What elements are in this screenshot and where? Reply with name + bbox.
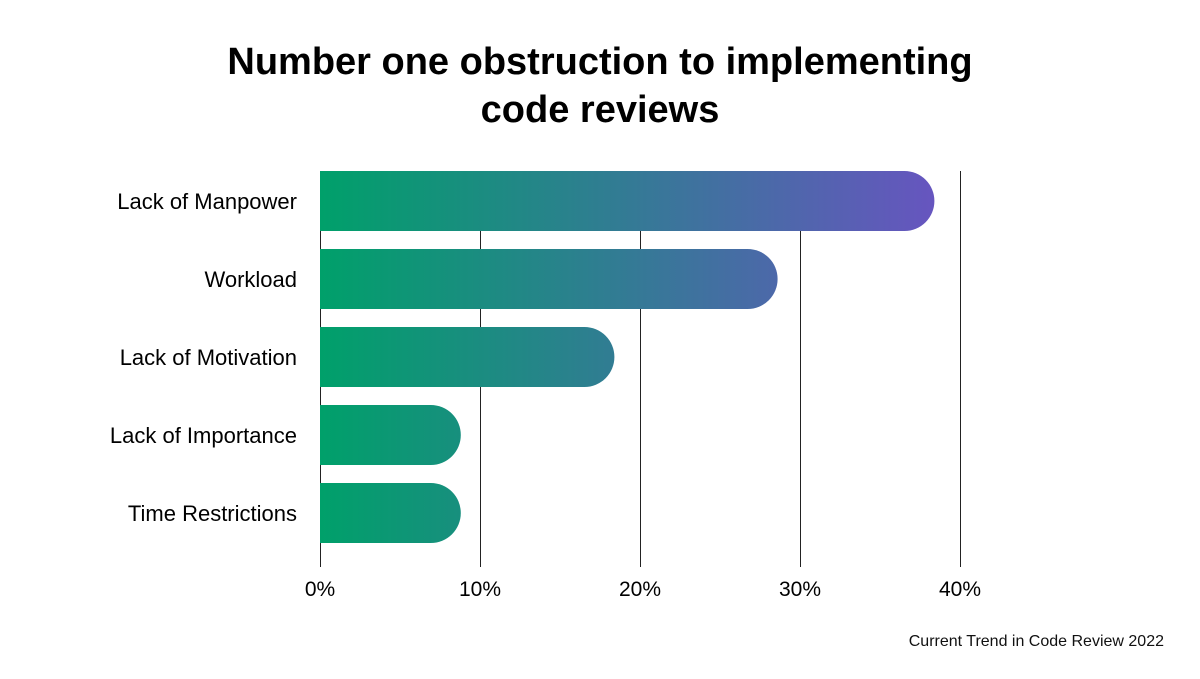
category-label-2: Lack of Motivation xyxy=(120,345,297,370)
category-labels: Lack of Manpower Workload Lack of Motivati… xyxy=(110,189,297,526)
x-tick-label-0: 0% xyxy=(305,578,335,601)
bar-1 xyxy=(320,249,778,309)
chart-title-line-2: code reviews xyxy=(480,89,720,131)
category-label-0: Lack of Manpower xyxy=(117,189,297,214)
source-note: Current Trend in Code Review 2022 xyxy=(908,633,1164,650)
category-label-1: Workload xyxy=(204,267,297,292)
category-label-3: Lack of Importance xyxy=(110,423,297,448)
x-axis-ticks: 0% 10% 20% 30% 40% xyxy=(305,578,981,601)
bar-3 xyxy=(320,405,461,465)
x-tick-label-3: 30% xyxy=(779,578,821,601)
bar-0 xyxy=(320,171,935,232)
x-tick-label-2: 20% xyxy=(619,578,661,601)
bar-2 xyxy=(320,327,615,387)
chart-title-line-1: Number one obstruction to implementing xyxy=(227,41,973,83)
x-tick-label-4: 40% xyxy=(939,578,981,601)
bars xyxy=(320,171,935,543)
chart-title: Number one obstruction to implementing c… xyxy=(0,38,1200,134)
bar-4 xyxy=(320,483,461,543)
category-label-4: Time Restrictions xyxy=(128,501,297,526)
x-tick-label-1: 10% xyxy=(459,578,501,601)
